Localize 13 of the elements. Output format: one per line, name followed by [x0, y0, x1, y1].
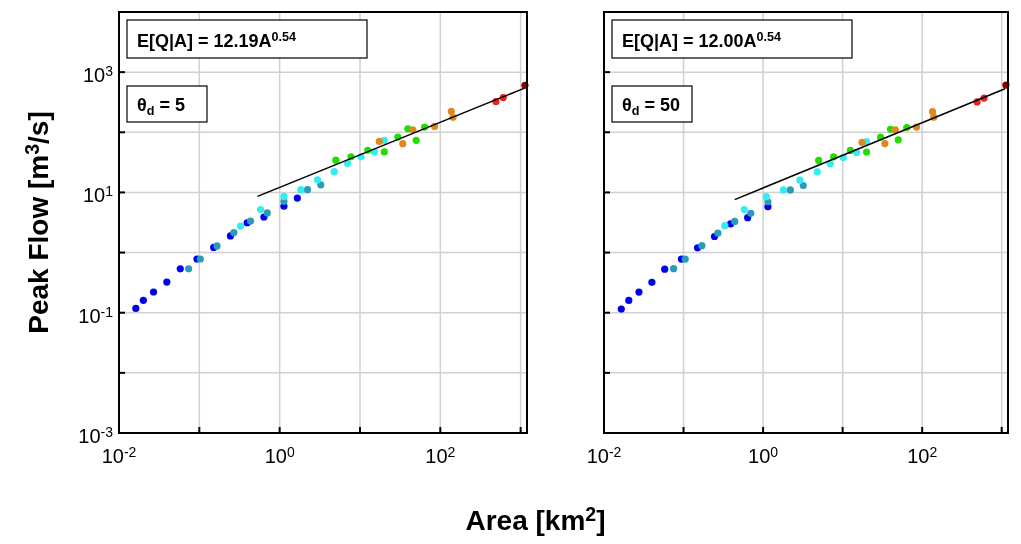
x-tick-label: 10$^{0}$	[748, 443, 779, 467]
y-tick-label: 10$^{3}$	[82, 62, 114, 87]
y-tick-label: 10$^{-1}$	[78, 303, 114, 327]
x-axis-title: Area [km$^{2}$]	[465, 503, 606, 536]
x-tick-label: 10$^{2}$	[425, 443, 456, 467]
annotation: E[Q|A] = 12.00A$^{0.54}$	[622, 30, 782, 51]
annotation: θ$_{d}$ = 5	[137, 95, 185, 118]
annotation: E[Q|A] = 12.19A$^{0.54}$	[137, 30, 297, 51]
x-tick-label: 10$^{0}$	[264, 443, 295, 467]
y-tick-label: 10$^{1}$	[82, 183, 114, 207]
annotation: θ$_{d}$ = 50	[622, 95, 680, 118]
x-tick-label: 10$^{2}$	[907, 443, 938, 467]
x-tick-label: 10$^{-2}$	[586, 443, 622, 467]
